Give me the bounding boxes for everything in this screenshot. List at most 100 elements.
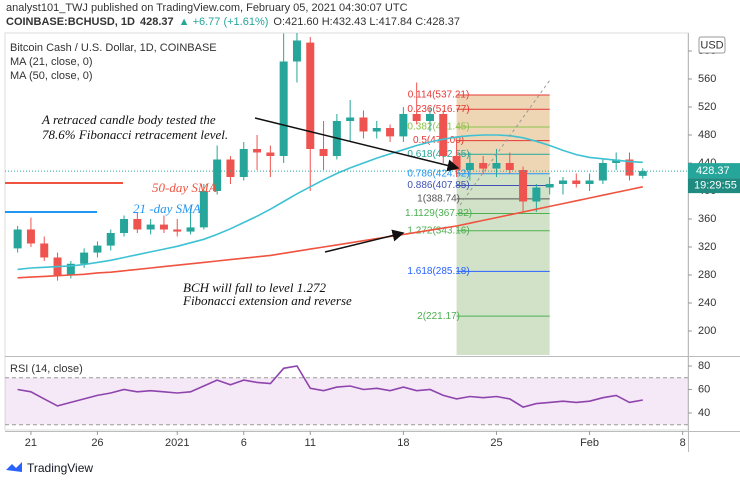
currency-box[interactable]	[698, 36, 726, 54]
candle-body	[292, 40, 301, 62]
candle-body	[439, 113, 448, 156]
arrow	[324, 229, 405, 253]
trend-line	[459, 79, 551, 206]
annotation: 78.6% Fibonacci retracement level.	[42, 127, 228, 142]
y-tick-label: 560	[698, 73, 716, 85]
fib-label: 0.382(491.45)	[407, 122, 469, 133]
symbol: COINBASE:BCHUSD, 1D	[6, 16, 135, 28]
candle-body	[505, 162, 514, 170]
candle-body	[173, 229, 182, 232]
candle-body	[239, 148, 248, 177]
x-tick-label: 6	[241, 437, 247, 449]
x-tick-label: 26	[91, 437, 103, 449]
fib-label: 1.618(285.18)	[407, 266, 469, 277]
fibonacci: 0.114(537.21) 0.236(516.77) 0.382(491.45) 0…	[405, 90, 550, 355]
change: ▲ +6.77 (+1.61%)	[179, 16, 269, 28]
x-tick-label: Feb	[580, 437, 599, 449]
candle-body	[386, 127, 395, 137]
candle-body	[306, 42, 315, 149]
countdown: 19:29:55	[694, 180, 737, 192]
legend-entry: MA (21, close, 0)	[10, 56, 93, 68]
published: analyst101_TWJ published on TradingView.…	[6, 2, 408, 14]
candle-body	[266, 152, 275, 156]
annotation: A retraced candle body tested the	[41, 112, 216, 127]
y-tick-label: 240	[698, 297, 716, 309]
candle-body	[465, 162, 474, 170]
x-tick-label: 8	[680, 437, 686, 449]
x-tick-label: 18	[397, 437, 409, 449]
fib-label: 1(388.74)	[417, 194, 460, 205]
ohlc: O:421.60 H:432.43 L:417.84 C:428.37	[273, 16, 460, 28]
y-tick-label: 200	[698, 325, 716, 337]
line-series	[17, 186, 643, 279]
x-tick-label: 25	[490, 437, 502, 449]
y-tick-label: 80	[698, 360, 710, 372]
rsi-title: RSI (14, close)	[10, 363, 83, 375]
candle-body	[532, 187, 541, 202]
candle-body	[146, 224, 155, 230]
candle-body	[638, 171, 647, 176]
candle-body	[346, 117, 355, 121]
fib-zone-upper	[456, 94, 550, 174]
candle-body	[40, 243, 49, 258]
candle-body	[372, 127, 381, 132]
price: 428.37	[140, 16, 174, 28]
y-tick-label: 320	[698, 241, 716, 253]
logo-icon	[6, 462, 22, 472]
logo-text: TradingView	[27, 461, 93, 475]
price-pane	[5, 33, 688, 281]
logo: TradingView	[6, 461, 93, 475]
candle-body	[479, 162, 488, 169]
fib-label: 0.114(537.21)	[408, 90, 470, 101]
y-tick-label: 280	[698, 269, 716, 281]
fib-label: 0.886(407.85)	[407, 180, 469, 191]
annotation: Fibonacci extension and reverse	[182, 293, 352, 308]
fib-label: 0.236(516.77)	[407, 104, 469, 115]
fib-label: 1.1129(367.82)	[405, 208, 472, 219]
candle-body	[106, 232, 115, 246]
fib-label: 1.272(343.16)	[407, 225, 469, 236]
countdown-box	[688, 178, 740, 194]
chart-title: Bitcoin Cash / U.S. Dollar, 1D, COINBASE	[10, 42, 217, 54]
fib-label: 2(221.17)	[417, 311, 460, 322]
fib-label: 0.618(452.55)	[407, 149, 469, 160]
x-tick-label: 2021	[165, 437, 189, 449]
candle-body	[492, 162, 501, 169]
candle-body	[545, 183, 554, 188]
candle-body	[159, 224, 168, 230]
annotation: 21 -day SMA	[133, 201, 201, 216]
candle-body	[226, 159, 235, 177]
x-tick-label: 21	[25, 437, 37, 449]
candle-body	[425, 113, 434, 121]
candle-body	[558, 180, 567, 184]
candle-body	[66, 263, 75, 275]
last-price-box	[688, 163, 740, 179]
y-tick-label: 60	[698, 383, 710, 395]
fib-label: 0.786(424.62)	[407, 168, 469, 179]
candle-body	[598, 162, 607, 181]
candle-body	[279, 61, 288, 156]
candle-body	[319, 148, 328, 156]
candle-body	[359, 117, 368, 132]
y-tick-label: 480	[698, 129, 716, 141]
legend-entry: MA (50, close, 0)	[10, 70, 93, 82]
candle-body	[572, 180, 581, 184]
candle-body	[13, 229, 22, 249]
last-price: 428.37	[696, 165, 730, 177]
symbol-line: COINBASE:BCHUSD, 1D 428.37 ▲ +6.77 (+1.61%…	[6, 16, 460, 28]
candle-body	[199, 190, 208, 228]
rsi-pane	[5, 365, 688, 426]
fib-zone-lower	[456, 173, 550, 355]
line-series	[17, 365, 643, 408]
candle-body	[399, 113, 408, 137]
currency: USD	[700, 39, 723, 51]
annotation: 50-day SMA	[152, 180, 217, 195]
y-tick-label: 40	[698, 407, 710, 419]
candle-body	[186, 227, 195, 232]
candle-body	[612, 159, 621, 163]
candle-body	[213, 159, 222, 191]
candle-body	[625, 159, 634, 176]
